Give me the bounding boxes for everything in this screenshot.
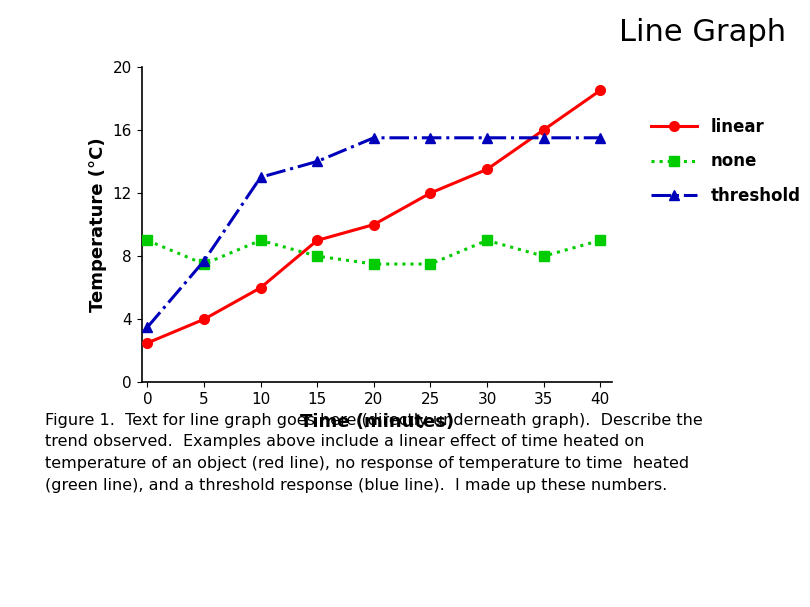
linear — [143, 339, 152, 347]
linear — [199, 316, 209, 323]
none — [256, 237, 266, 244]
threshold — [143, 324, 152, 331]
threshold — [539, 134, 548, 141]
threshold — [256, 174, 266, 181]
Line: linear: linear — [143, 86, 605, 348]
none — [369, 260, 379, 268]
X-axis label: Time (minutes): Time (minutes) — [300, 413, 454, 431]
threshold — [425, 134, 435, 141]
Text: Line Graph: Line Graph — [619, 18, 786, 47]
linear — [539, 126, 548, 134]
none — [143, 237, 152, 244]
linear — [425, 189, 435, 197]
Line: none: none — [143, 236, 605, 269]
Y-axis label: Temperature (°C): Temperature (°C) — [89, 137, 107, 312]
Text: Figure 1.  Text for line graph goes here (directly underneath graph).  Describe : Figure 1. Text for line graph goes here … — [45, 413, 702, 492]
none — [199, 260, 209, 268]
linear — [595, 87, 605, 94]
threshold — [482, 134, 492, 141]
Line: threshold: threshold — [143, 133, 605, 332]
none — [425, 260, 435, 268]
none — [539, 253, 548, 260]
threshold — [595, 134, 605, 141]
linear — [313, 237, 322, 244]
linear — [256, 284, 266, 291]
none — [313, 253, 322, 260]
Legend: linear, none, threshold: linear, none, threshold — [650, 118, 800, 205]
linear — [369, 221, 379, 228]
linear — [482, 166, 492, 173]
none — [482, 237, 492, 244]
threshold — [369, 134, 379, 141]
threshold — [313, 158, 322, 165]
threshold — [199, 257, 209, 265]
none — [595, 237, 605, 244]
